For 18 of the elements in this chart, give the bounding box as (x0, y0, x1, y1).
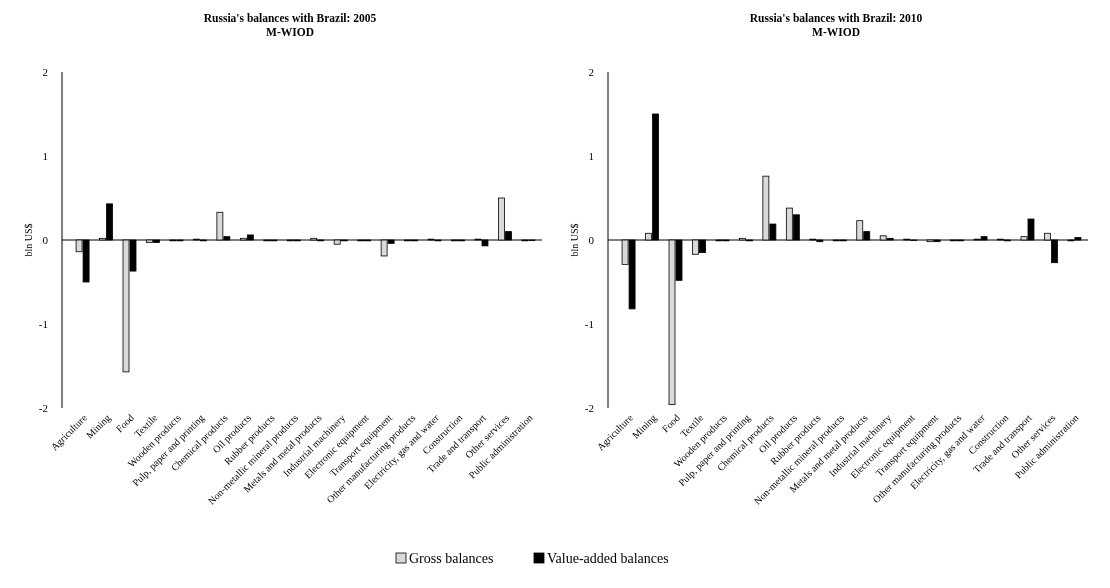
y-tick-label: -2 (584, 401, 594, 414)
chart-subtitle: M-WIOD (266, 26, 314, 38)
y-tick-label: 0 (42, 233, 49, 246)
y-tick-label: -1 (38, 317, 48, 330)
chart-title: Russia's balances with Brazil: 2010 (749, 12, 923, 24)
y-tick-label: 1 (588, 149, 594, 162)
y-tick-label: -1 (584, 317, 594, 330)
legend-label: Value-added balances (547, 551, 669, 566)
y-tick-label: 2 (588, 65, 594, 78)
y-tick-label: 2 (42, 65, 48, 78)
y-tick-label: -2 (38, 401, 48, 414)
y-tick-label: 0 (588, 233, 595, 246)
y-tick-label: 1 (42, 149, 48, 162)
legend-label: Gross balances (409, 551, 494, 566)
y-axis-title: bln US$ (23, 223, 34, 257)
y-axis-title: bln US$ (569, 223, 580, 257)
chart-title: Russia's balances with Brazil: 2005 (203, 12, 377, 24)
chart-subtitle: M-WIOD (812, 26, 860, 38)
